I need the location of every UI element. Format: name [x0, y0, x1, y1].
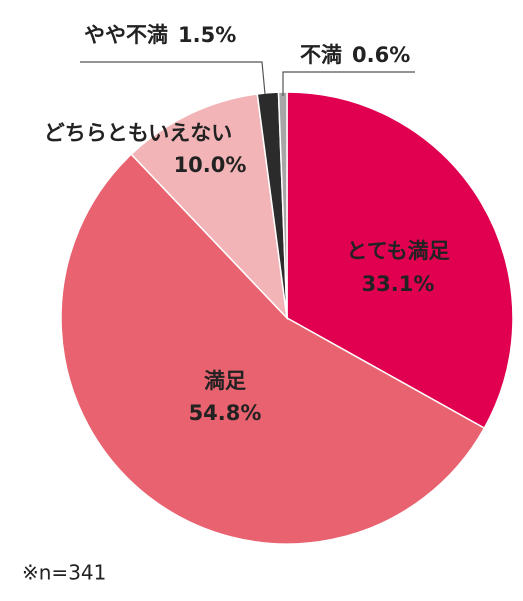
leader-line [80, 61, 266, 95]
value-label: 54.8% [189, 401, 262, 425]
slice-label: どちらともいえない [44, 121, 233, 145]
pie-slice [286, 91, 514, 430]
slice-label: 満足 [204, 369, 246, 393]
slice-label: とても満足 [346, 239, 449, 263]
value-label: 10.0% [174, 153, 247, 177]
value-label: 0.6% [352, 43, 410, 67]
note: ※n=341 [22, 561, 106, 585]
value-label: 33.1% [362, 272, 435, 296]
pie-slice [60, 153, 486, 545]
slice-label: 不満 [300, 43, 342, 67]
value-label: 1.5% [178, 23, 236, 47]
leader-line [282, 71, 415, 96]
slice-label: やや不満 [84, 23, 168, 47]
pie-slice [130, 93, 289, 321]
